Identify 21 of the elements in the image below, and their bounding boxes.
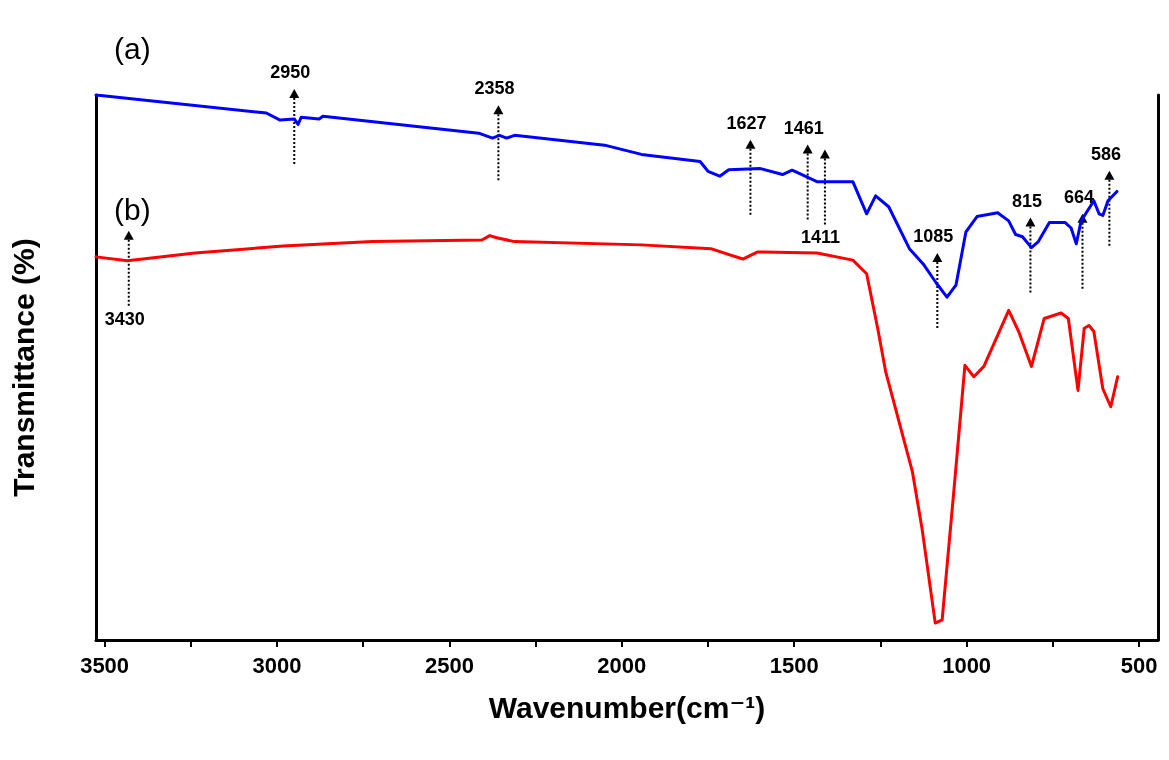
- annotation: 1411: [800, 227, 840, 248]
- annotation: 3430: [104, 308, 145, 329]
- x-axis-title: Wavenumber(cm⁻¹): [488, 690, 766, 724]
- x-tick-label: 3000: [252, 652, 302, 678]
- x-tick-label: 1000: [942, 652, 992, 678]
- series-label: (b): [114, 193, 151, 227]
- annotation: 2358: [474, 78, 515, 99]
- x-tick-label: 2500: [424, 652, 474, 678]
- x-tick-label: 3500: [80, 652, 130, 678]
- annotation: 1461: [783, 117, 824, 138]
- annotation: 586: [1090, 143, 1121, 164]
- annotation: 664: [1063, 186, 1095, 207]
- y-axis-title: Transmittance (%): [6, 238, 40, 497]
- x-tick-label: 1500: [769, 652, 819, 678]
- x-tick-label: 2000: [597, 652, 647, 678]
- annotation: 2950: [270, 61, 311, 82]
- annotation: 1627: [726, 112, 767, 133]
- x-tick-label: 500: [1120, 652, 1158, 678]
- annotation: 1085: [913, 226, 954, 247]
- series-label: (a): [114, 31, 151, 65]
- annotation: 815: [1011, 190, 1042, 211]
